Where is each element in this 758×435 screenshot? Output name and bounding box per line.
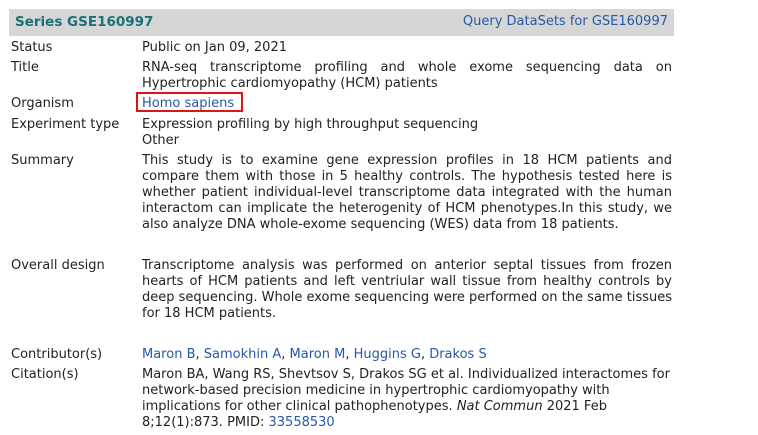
experiment-type-label: Experiment type [11, 117, 120, 132]
contributors-list: Maron B, Samokhin A, Maron M, Huggins G,… [142, 347, 487, 362]
citation-value: Maron BA, Wang RS, Shevtsov S, Drakos SG… [142, 367, 672, 431]
citation-journal: Nat Commun [456, 399, 543, 414]
organism-link[interactable]: Homo sapiens [142, 96, 235, 111]
overall-design-label: Overall design [11, 258, 105, 273]
series-title: Series GSE160997 [15, 14, 154, 30]
summary-value: This study is to examine gene expression… [142, 153, 672, 232]
contributors-label: Contributor(s) [11, 347, 103, 362]
experiment-type-value-1: Expression profiling by high throughput … [142, 117, 479, 132]
title-value: RNA-seq transcriptome profiling and whol… [142, 60, 672, 91]
overall-design-value: Transcriptome analysis was performed on … [142, 258, 672, 321]
contributor-link[interactable]: Drakos S [429, 347, 487, 362]
series-header-bar: Series GSE160997 Query DataSets for GSE1… [9, 9, 674, 36]
organism-value-cell: Homo sapiens [142, 96, 672, 112]
experiment-type-value-2: Other [142, 133, 179, 148]
citation-details: 2021 Feb 8;12(1):873. PMID: [142, 399, 607, 430]
pmid-link[interactable]: 33558530 [268, 415, 335, 430]
contributor-link[interactable]: Samokhin A [203, 347, 282, 362]
citation-label: Citation(s) [11, 367, 79, 382]
contributor-link[interactable]: Huggins G [353, 347, 421, 362]
organism-highlight-box [136, 92, 243, 112]
query-datasets-link[interactable]: Query DataSets for GSE160997 [462, 14, 668, 29]
citation-text: Maron BA, Wang RS, Shevtsov S, Drakos SG… [142, 367, 670, 414]
status-label: Status [11, 40, 53, 55]
contributor-link[interactable]: Maron M [289, 347, 346, 362]
organism-label: Organism [11, 96, 74, 111]
title-label: Title [11, 60, 39, 75]
status-value: Public on Jan 09, 2021 [142, 40, 287, 55]
summary-label: Summary [11, 153, 74, 168]
contributor-link[interactable]: Maron B [142, 347, 196, 362]
